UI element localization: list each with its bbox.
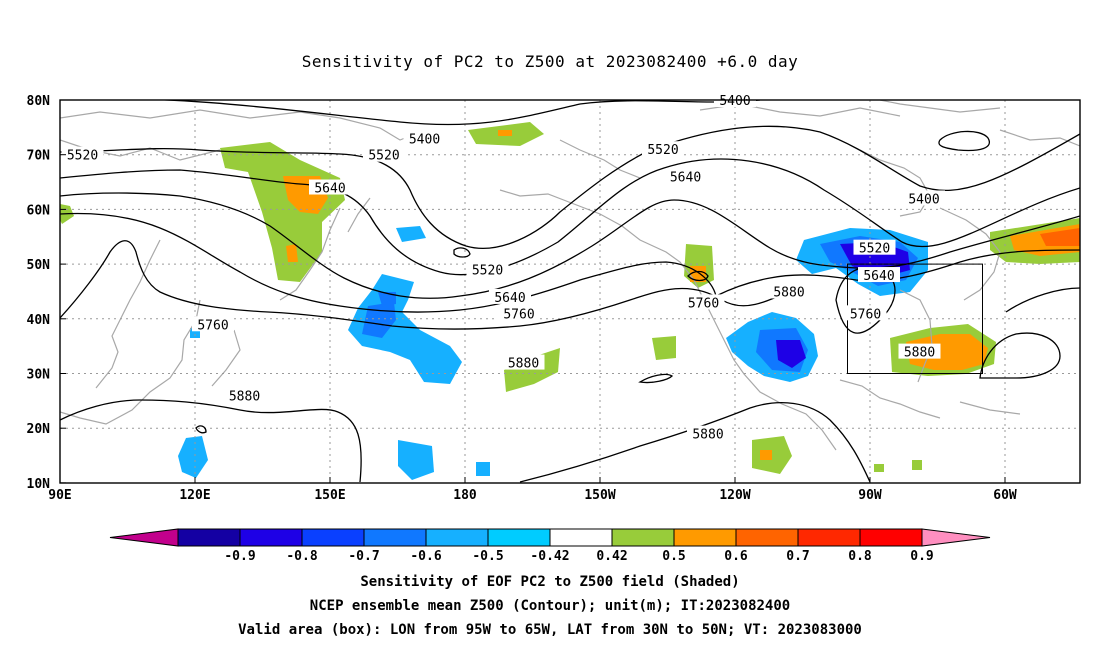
contour-label-text: 5760 bbox=[688, 296, 719, 311]
contour-label: 5640 bbox=[309, 179, 351, 197]
colorbar-swatch bbox=[859, 528, 923, 547]
contour-label-text: 5760 bbox=[503, 307, 534, 322]
lat-label: 10N bbox=[27, 477, 51, 492]
contour-label-text: 5520 bbox=[647, 143, 678, 158]
contour-label-text: 5520 bbox=[472, 264, 503, 279]
colorbar-label: -0.8 bbox=[286, 549, 317, 560]
contour-label: 5640 bbox=[664, 168, 707, 186]
lon-label: 60W bbox=[993, 488, 1017, 503]
colorbar-swatch bbox=[363, 528, 427, 547]
figure-title: Sensitivity of PC2 to Z500 at 2023082400… bbox=[301, 52, 799, 71]
contour-label: 5520 bbox=[642, 141, 684, 158]
colorbar-swatch bbox=[611, 528, 675, 547]
contour-label-text: 5520 bbox=[859, 242, 890, 257]
contour-label-text: 5640 bbox=[494, 291, 525, 306]
contour-label-text: 5880 bbox=[773, 285, 804, 300]
colorbar-label: -0.9 bbox=[224, 549, 255, 560]
contour-label-text: 5880 bbox=[508, 357, 539, 372]
colorbar-label: 0.9 bbox=[910, 549, 933, 560]
contour-label: 5520 bbox=[853, 239, 896, 257]
colorbar-min-arrow bbox=[109, 528, 179, 547]
coastlines bbox=[60, 100, 1080, 451]
lat-label: 70N bbox=[27, 149, 51, 164]
contour-label: 5880 bbox=[768, 283, 810, 300]
contour-label-text: 5520 bbox=[67, 149, 98, 164]
colorbar-swatch bbox=[673, 528, 737, 547]
colorbar-max-arrow bbox=[921, 528, 991, 547]
lon-label: 120W bbox=[719, 488, 750, 503]
contour-label: 5520 bbox=[363, 146, 405, 164]
lon-label: 150W bbox=[584, 488, 615, 503]
colorbar-swatch bbox=[425, 528, 489, 547]
contour-label: 5760 bbox=[682, 294, 725, 311]
colorbar-swatch bbox=[239, 528, 303, 547]
contour-label: 5760 bbox=[192, 316, 234, 333]
contour-label: 5880 bbox=[223, 387, 266, 404]
colorbar-label: 0.7 bbox=[786, 549, 809, 560]
map-plot: 5400 5400 5520 5520 5640 5520 5640 5400 5520 5640… bbox=[27, 92, 1081, 560]
lon-label: 90E bbox=[48, 488, 71, 503]
z500-contours bbox=[60, 100, 1080, 483]
colorbar-label: -0.7 bbox=[348, 549, 379, 560]
colorbar-label: 0.6 bbox=[724, 549, 748, 560]
lat-label: 40N bbox=[27, 313, 51, 328]
caption-line-1: Sensitivity of EOF PC2 to Z500 field (Sh… bbox=[360, 574, 740, 590]
contour-label: 5880 bbox=[502, 354, 545, 372]
contour-label-text: 5640 bbox=[670, 171, 701, 186]
caption-line-3: Valid area (box): LON from 95W to 65W, L… bbox=[238, 622, 862, 638]
lon-label: 150E bbox=[314, 488, 345, 503]
contour-label: 5760 bbox=[498, 305, 540, 322]
map-frame bbox=[59, 99, 1081, 484]
contour-label-text: 5640 bbox=[863, 269, 894, 284]
colorbar-label: 0.42 bbox=[596, 549, 627, 560]
colorbar-label: -0.5 bbox=[472, 549, 503, 560]
contour-label-text: 5880 bbox=[692, 428, 723, 443]
colorbar-label: -0.42 bbox=[530, 549, 569, 560]
contour-label-text: 5760 bbox=[850, 307, 881, 322]
contour-label-text: 5400 bbox=[409, 132, 440, 147]
colorbar-swatch bbox=[177, 528, 241, 547]
lat-label: 20N bbox=[27, 422, 51, 437]
colorbar-swatch bbox=[487, 528, 551, 547]
colorbar-swatch bbox=[797, 528, 861, 547]
contour-label: 5880 bbox=[687, 425, 729, 443]
contour-label-text: 5640 bbox=[314, 182, 345, 197]
contour-label-text: 5400 bbox=[908, 192, 939, 207]
colorbar-swatch bbox=[549, 528, 613, 547]
contour-label: 5640 bbox=[489, 288, 531, 306]
colorbar-swatch bbox=[735, 528, 799, 547]
colorbar-label: -0.6 bbox=[410, 549, 441, 560]
contour-label: 5880 bbox=[898, 343, 941, 361]
contour-label: 5520 bbox=[61, 146, 104, 164]
contour-label-text: 5760 bbox=[197, 318, 228, 333]
contour-label: 5760 bbox=[844, 305, 887, 322]
colorbar-label: 0.8 bbox=[848, 549, 872, 560]
colorbar: -0.9 -0.8 -0.7 -0.6 -0.5 -0.42 0.42 0.5 0.6 0.7 0.… bbox=[109, 528, 991, 560]
lat-lon-grid bbox=[60, 100, 1080, 483]
contour-labels: 5400 5400 5520 5520 5640 5520 5640 5400 5520 5640… bbox=[61, 92, 945, 443]
contour-label-text: 5880 bbox=[904, 346, 935, 361]
sensitivity-shading bbox=[60, 122, 1080, 480]
contour-label: 5640 bbox=[858, 267, 900, 284]
lat-label: 60N bbox=[27, 203, 51, 218]
colorbar-label: 0.5 bbox=[662, 549, 685, 560]
contour-label-text: 5520 bbox=[368, 149, 399, 164]
caption-line-2: NCEP ensemble mean Z500 (Contour); unit(… bbox=[309, 598, 791, 614]
lat-label: 80N bbox=[27, 94, 51, 109]
contour-label: 5400 bbox=[903, 190, 945, 207]
lat-label: 30N bbox=[27, 368, 51, 383]
colorbar-swatch bbox=[301, 528, 365, 547]
lat-label: 50N bbox=[27, 258, 51, 273]
lon-label: 90W bbox=[858, 488, 882, 503]
contour-label-text: 5400 bbox=[719, 94, 750, 109]
contour-label: 5400 bbox=[403, 130, 446, 147]
contour-label: 5520 bbox=[466, 261, 509, 279]
contour-label-text: 5880 bbox=[229, 389, 260, 404]
lon-label: 120E bbox=[179, 488, 210, 503]
lon-label: 180 bbox=[453, 488, 477, 503]
